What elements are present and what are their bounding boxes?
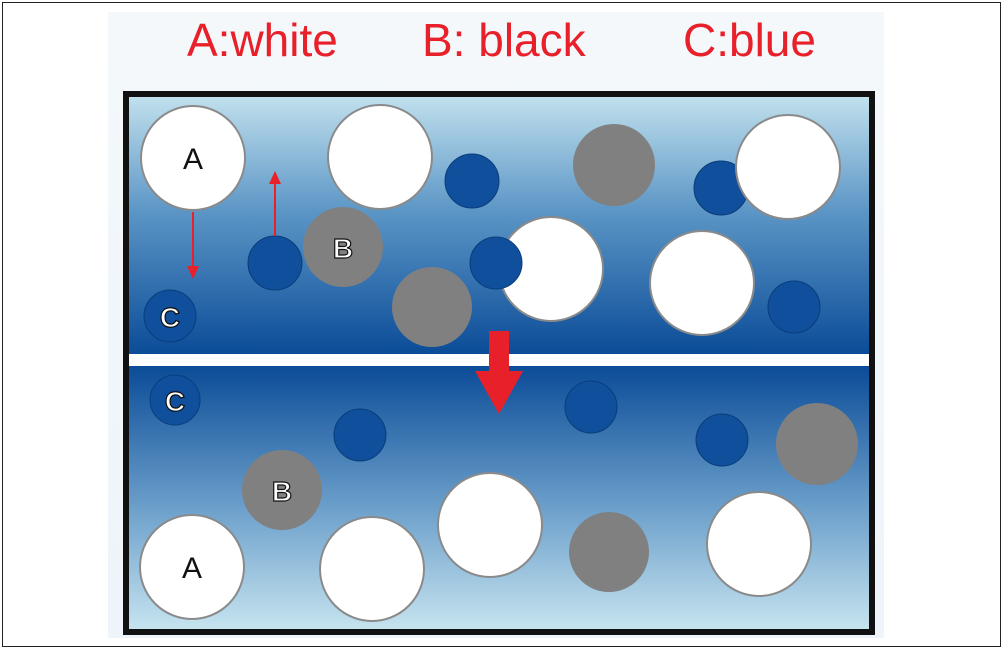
particle-c-labelled xyxy=(149,374,201,426)
particle-c-labelled xyxy=(143,289,197,343)
particle-a xyxy=(319,516,425,622)
arrow-up-head xyxy=(269,171,281,184)
particle-b xyxy=(776,403,858,485)
particle-a xyxy=(140,105,246,211)
legend-b-black: B: black xyxy=(422,14,586,66)
particle-a xyxy=(706,491,812,597)
particle-a xyxy=(327,104,433,210)
particle-c xyxy=(444,153,500,209)
legend-c-blue: C:blue xyxy=(683,14,816,66)
container-frame xyxy=(123,91,875,635)
label-a-upper: A xyxy=(183,143,203,176)
particle-c xyxy=(469,236,523,290)
label-b-lower: B xyxy=(272,476,292,507)
particle-a xyxy=(437,472,543,578)
particle-b xyxy=(569,512,649,592)
particle-a xyxy=(649,230,755,336)
big-arrow-head xyxy=(475,371,523,414)
particle-c xyxy=(564,380,618,434)
particle-c xyxy=(695,413,749,467)
particle-c xyxy=(247,235,303,291)
particle-c xyxy=(767,280,821,334)
legend-a-white: A:white xyxy=(187,14,338,66)
particle-b xyxy=(392,267,472,347)
particle-c xyxy=(333,408,387,462)
label-c-lower: C xyxy=(165,386,185,417)
particle-b xyxy=(303,207,383,287)
particle-a xyxy=(735,114,841,220)
label-a-lower: A xyxy=(182,552,202,585)
big-arrow-shaft xyxy=(489,331,509,373)
particle-b-labelled xyxy=(242,450,322,530)
label-c-upper: C xyxy=(160,302,180,333)
arrow-down-head xyxy=(187,266,199,279)
particle-b xyxy=(573,124,655,206)
label-b-upper: B xyxy=(333,233,353,264)
particle-a-labelled xyxy=(139,514,245,620)
